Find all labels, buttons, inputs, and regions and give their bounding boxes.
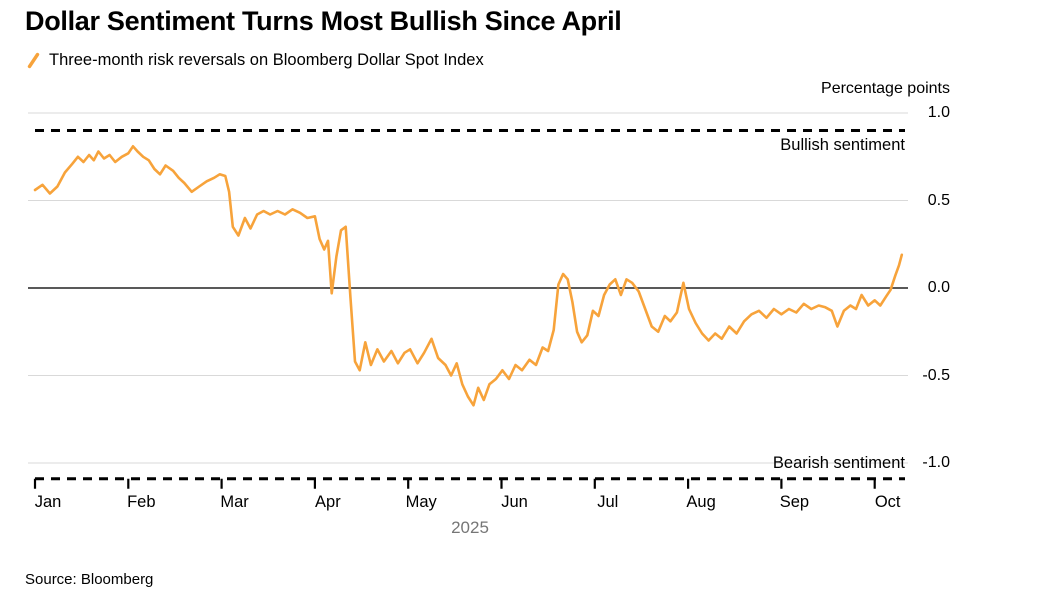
risk-reversals-series-path (33, 145, 904, 407)
